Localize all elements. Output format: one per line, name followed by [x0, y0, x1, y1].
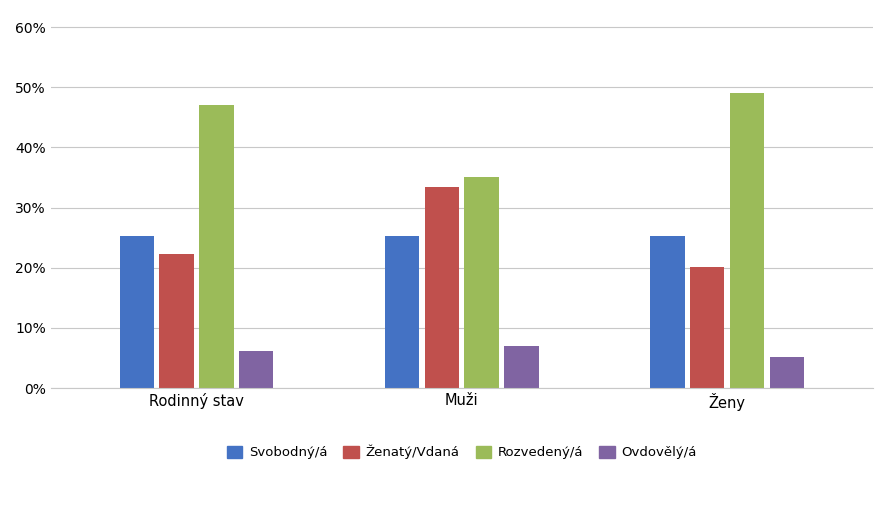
Bar — [650, 236, 685, 388]
Bar — [464, 177, 499, 388]
Bar — [504, 346, 539, 388]
Bar — [690, 267, 725, 388]
Bar — [730, 92, 765, 388]
Bar — [424, 187, 459, 388]
Legend: Svobodný/á, Ženatý/Vdaná, Rozvedený/á, Ovdovělý/á: Svobodný/á, Ženatý/Vdaná, Rozvedený/á, O… — [221, 440, 702, 465]
Bar — [239, 351, 274, 388]
Bar — [120, 236, 155, 388]
Bar — [385, 236, 419, 388]
Bar — [159, 254, 194, 388]
Bar — [770, 358, 804, 388]
Bar — [199, 105, 234, 388]
